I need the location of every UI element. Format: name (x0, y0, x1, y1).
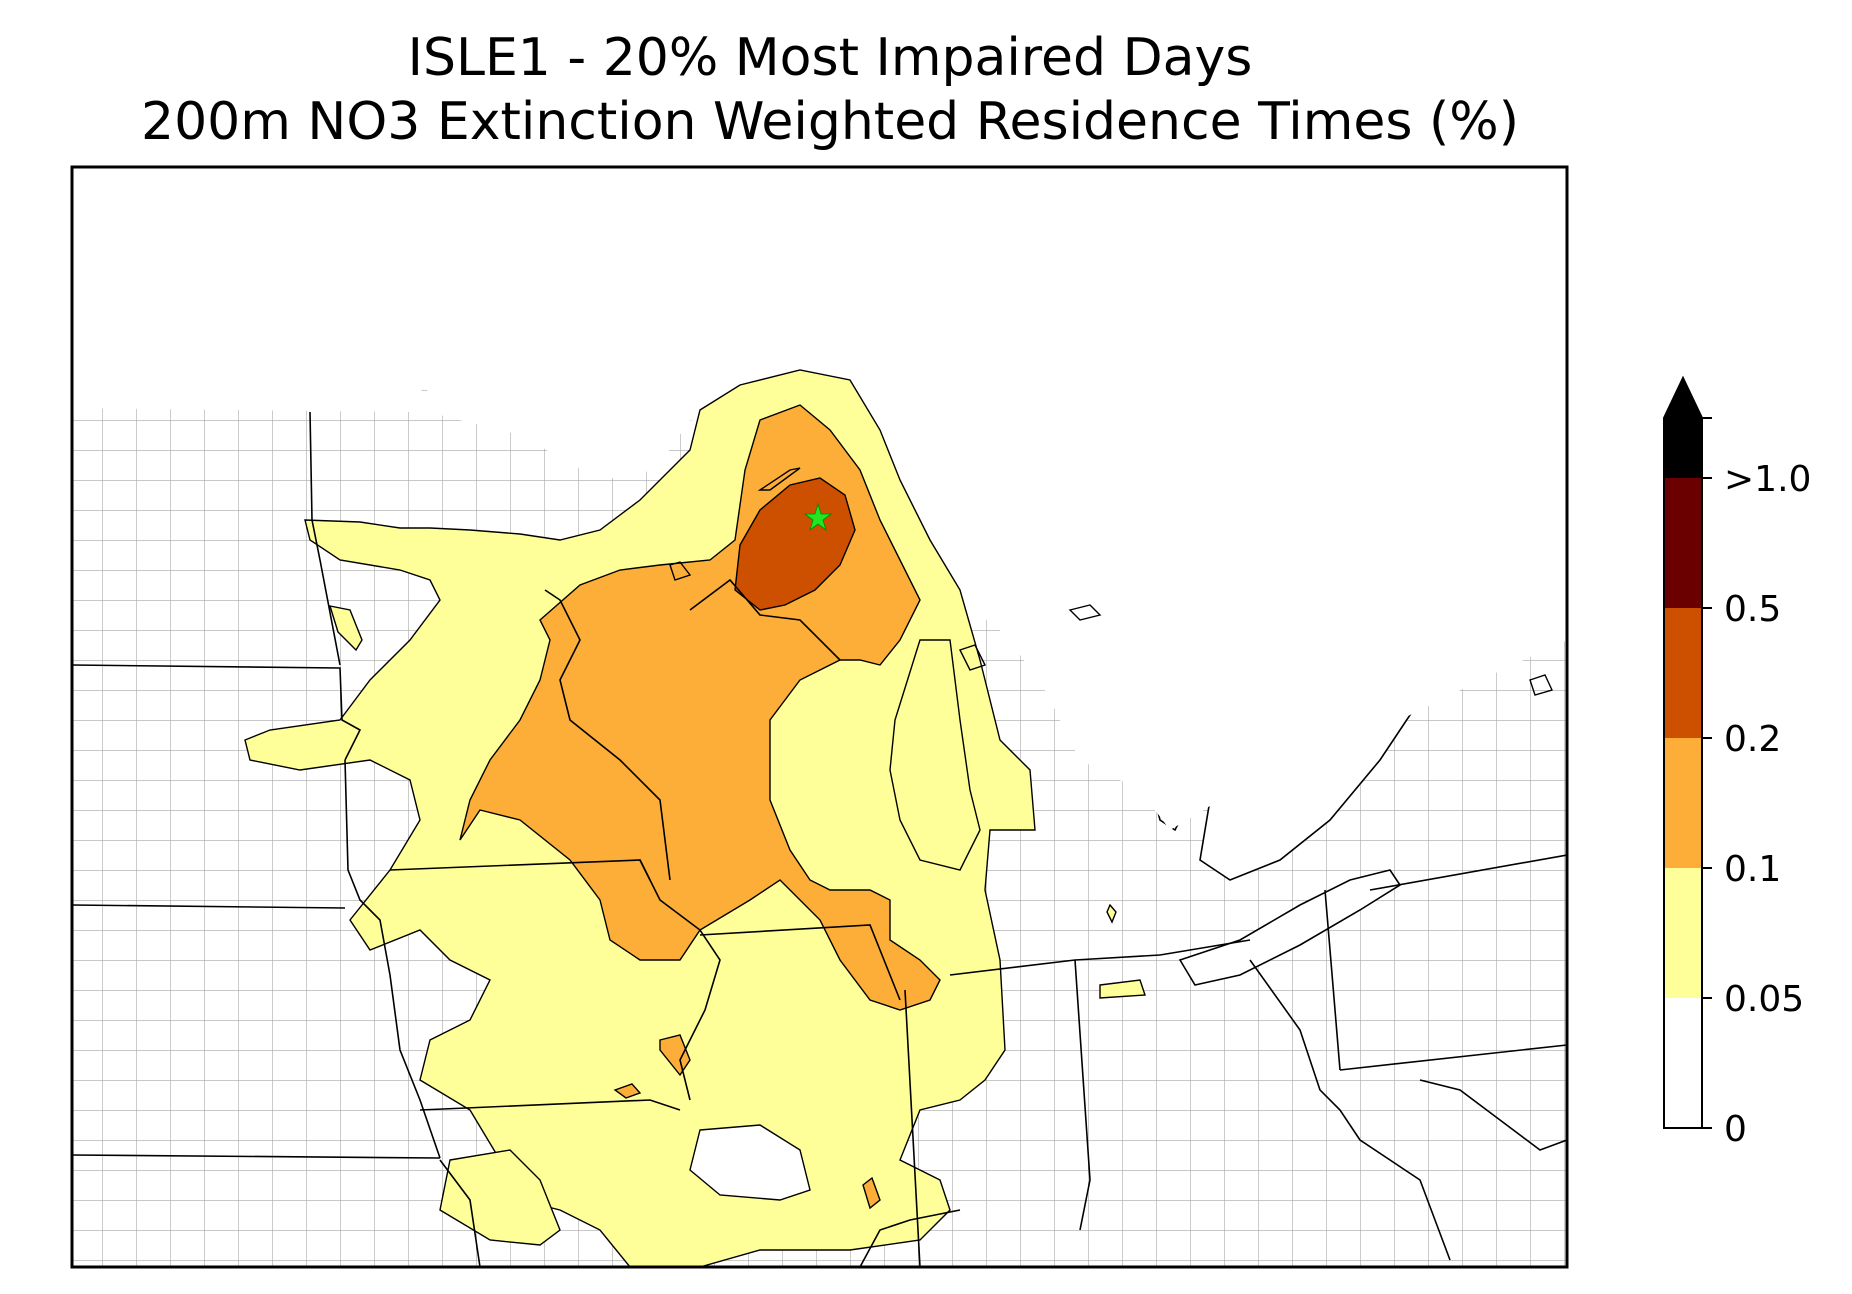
colorbar-tick-label: >1.0 (1724, 459, 1811, 500)
map-content (72, 167, 1567, 1267)
upper-canada-blank (72, 167, 1567, 830)
colorbar-tick-label: 0 (1724, 1109, 1747, 1150)
colorbar-extend-arrow (1664, 378, 1702, 478)
contour-0.1-0.2-small-c (862, 1176, 881, 1210)
contour-0.2-0.5 (734, 477, 856, 611)
colorbar-segment-0 (1664, 998, 1702, 1128)
contour-0.05-0.1-small-c (1099, 979, 1146, 999)
contour-0.05-0.1-hole (689, 1124, 811, 1201)
contour-0.05-0.1-small-b (439, 1149, 561, 1246)
colorbar-tick-label: 0.05 (1724, 979, 1804, 1020)
colorbar-tick-label: 0.2 (1724, 719, 1781, 760)
contour-0.1-0.2-small-b (613, 1083, 642, 1099)
contour-0.05-0.1-small-a (328, 605, 363, 652)
state-boundaries (72, 411, 1567, 1267)
colorbar-tick-label: 0.1 (1724, 849, 1781, 890)
chart-title-line-2: 200m NO3 Extinction Weighted Residence T… (141, 92, 1519, 152)
colorbar: 0 0.05 0.1 0.2 0.5 >1.0 (1663, 375, 1811, 1150)
colorbar-outline (1663, 375, 1703, 1129)
colorbar-segment-1 (1664, 868, 1702, 998)
site-marker-isle1 (803, 502, 833, 532)
colorbar-segment-4 (1664, 478, 1702, 608)
contour-0.1-0.2-small-a (659, 1034, 691, 1077)
colorbar-segment-2 (1664, 738, 1702, 868)
colorbar-tick-label: 0.5 (1724, 589, 1781, 630)
colorbar-segment-3 (1664, 608, 1702, 738)
map-frame (70, 165, 1569, 1269)
contour-0.05-0.1-small-d (1106, 903, 1117, 924)
contour-0.05-0.1-michigan (889, 639, 981, 871)
chart-title-line-1: ISLE1 - 20% Most Impaired Days (407, 28, 1253, 88)
coastline-detail (669, 467, 1553, 696)
